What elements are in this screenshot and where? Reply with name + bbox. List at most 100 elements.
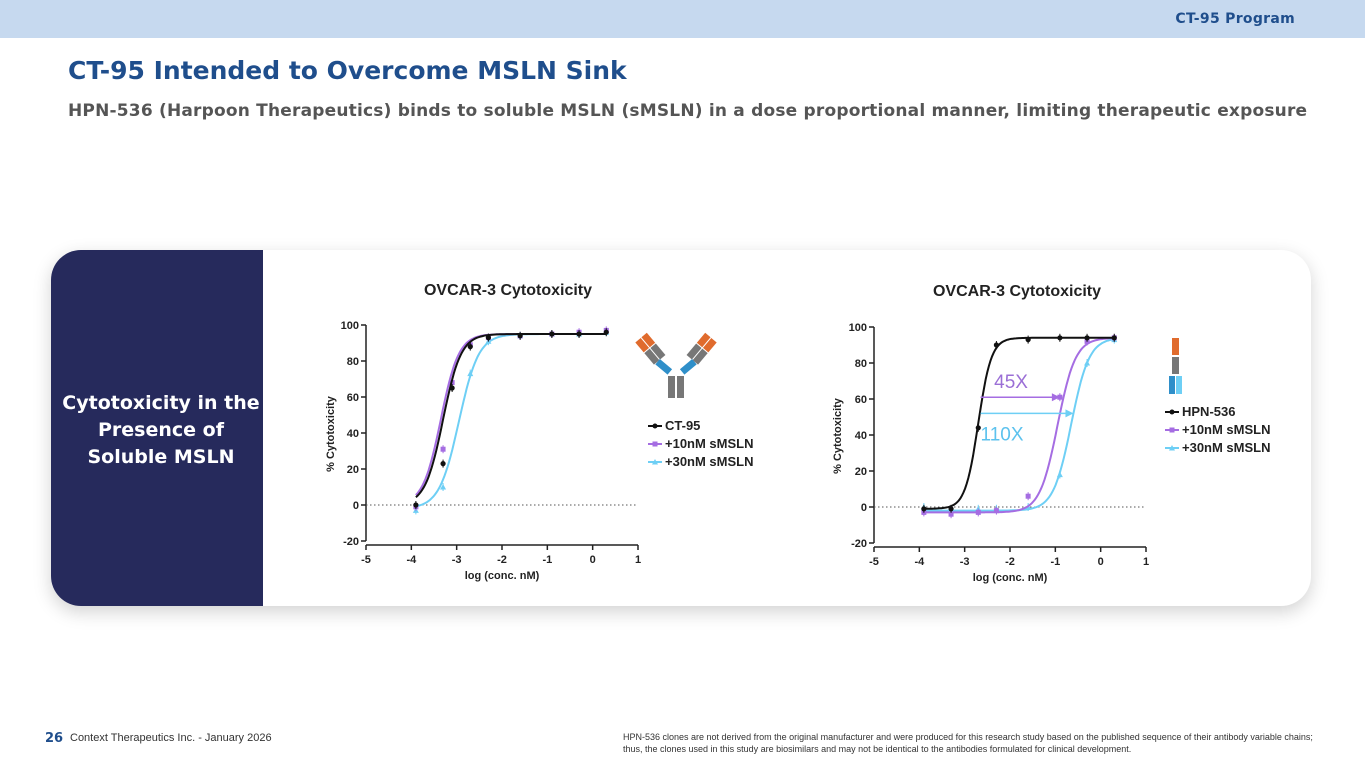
side-panel-text: Cytotoxicity in the Presence of Soluble … bbox=[61, 390, 261, 471]
chart-title: OVCAR-3 Cytotoxicity bbox=[424, 282, 592, 299]
data-point bbox=[1057, 394, 1063, 400]
fit-curve-10nm bbox=[923, 337, 1115, 514]
x-axis-label: log (conc. nM) bbox=[973, 572, 1048, 584]
data-point bbox=[576, 331, 582, 337]
x-tick-label: -5 bbox=[361, 554, 371, 566]
chart-legend: HPN-536 +10nM sMSLN +30nM sMSLN bbox=[1165, 404, 1271, 455]
data-point bbox=[1025, 493, 1031, 499]
legend-label: +30nM sMSLN bbox=[1182, 440, 1271, 455]
legend-marker bbox=[1169, 409, 1175, 415]
fit-curve-30nm bbox=[415, 333, 607, 508]
fit-curve-control bbox=[923, 336, 1115, 510]
fold-shift-label: 45X bbox=[994, 372, 1028, 393]
y-tick-label: 20 bbox=[855, 466, 867, 478]
y-tick-label: 0 bbox=[353, 500, 359, 512]
y-tick-label: 60 bbox=[855, 394, 867, 406]
x-tick-label: 0 bbox=[590, 554, 596, 566]
chart-title: OVCAR-3 Cytotoxicity bbox=[933, 283, 1101, 300]
x-tick-label: -1 bbox=[1050, 556, 1060, 568]
x-tick-label: 1 bbox=[1143, 556, 1149, 568]
data-point bbox=[1056, 471, 1063, 478]
data-point bbox=[449, 385, 455, 391]
legend-label: HPN-536 bbox=[1182, 404, 1235, 419]
page-number: 26 bbox=[45, 731, 64, 746]
header-bar: CT-95 Program bbox=[0, 0, 1365, 38]
content-card: Cytotoxicity in the Presence of Soluble … bbox=[51, 250, 1311, 606]
x-tick-label: -4 bbox=[406, 554, 417, 566]
side-panel: Cytotoxicity in the Presence of Soluble … bbox=[51, 250, 263, 606]
data-point bbox=[1084, 360, 1091, 366]
y-tick-label: 80 bbox=[855, 358, 867, 370]
legend-marker bbox=[1169, 427, 1175, 433]
data-point bbox=[975, 425, 981, 431]
y-tick-label: 80 bbox=[347, 356, 359, 368]
data-point bbox=[948, 506, 954, 512]
y-tick-label: 100 bbox=[849, 322, 867, 334]
fold-shift-label: 110X bbox=[981, 424, 1024, 445]
y-tick-label: 40 bbox=[855, 430, 867, 442]
data-point bbox=[549, 331, 555, 337]
data-point bbox=[1057, 335, 1063, 341]
data-point bbox=[1111, 335, 1117, 341]
data-point bbox=[467, 370, 474, 377]
footnote: HPN-536 clones are not derived from the … bbox=[623, 732, 1313, 754]
legend-marker bbox=[652, 441, 658, 447]
legend-marker bbox=[1169, 445, 1175, 451]
antibody-icon bbox=[635, 332, 717, 398]
y-axis-label: % Cytotoxicity bbox=[832, 397, 844, 474]
y-tick-label: 0 bbox=[861, 502, 867, 514]
data-point bbox=[517, 333, 523, 339]
legend-label: +10nM sMSLN bbox=[1182, 422, 1271, 437]
side-line-2: Presence of bbox=[98, 419, 224, 441]
data-point bbox=[440, 484, 447, 490]
y-axis-label: % Cytotoxicity bbox=[325, 395, 337, 472]
legend-label: +10nM sMSLN bbox=[665, 436, 754, 451]
data-point bbox=[948, 511, 954, 517]
data-point bbox=[603, 329, 609, 335]
chart-legend: CT-95 +10nM sMSLN +30nM sMSLN bbox=[648, 418, 754, 469]
x-tick-label: -5 bbox=[869, 556, 879, 568]
page-title: CT-95 Intended to Overcome MSLN Sink bbox=[68, 56, 627, 85]
data-point bbox=[413, 502, 419, 508]
x-tick-label: -1 bbox=[542, 554, 552, 566]
legend-label: +30nM sMSLN bbox=[665, 454, 754, 469]
data-point bbox=[993, 508, 999, 514]
data-point bbox=[921, 506, 927, 512]
x-tick-label: -2 bbox=[1005, 556, 1015, 568]
side-line-3: Soluble MSLN bbox=[87, 446, 235, 468]
y-tick-label: 60 bbox=[347, 392, 359, 404]
legend-marker bbox=[652, 423, 658, 429]
x-tick-label: -3 bbox=[960, 556, 970, 568]
data-point bbox=[440, 461, 446, 467]
x-tick-label: -4 bbox=[914, 556, 925, 568]
x-tick-label: 1 bbox=[635, 554, 641, 566]
y-tick-label: -20 bbox=[851, 538, 867, 550]
y-tick-label: 40 bbox=[347, 428, 359, 440]
legend-marker bbox=[652, 459, 658, 465]
legend-label: CT-95 bbox=[665, 418, 700, 433]
fit-curve-control bbox=[415, 333, 607, 498]
data-point bbox=[467, 344, 473, 350]
data-point bbox=[993, 342, 999, 348]
x-tick-label: -3 bbox=[452, 554, 462, 566]
side-line-1: Cytotoxicity in the bbox=[62, 392, 260, 414]
y-tick-label: 20 bbox=[347, 464, 359, 476]
x-axis-label: log (conc. nM) bbox=[465, 570, 540, 582]
data-point bbox=[975, 509, 981, 515]
y-tick-label: -20 bbox=[343, 536, 359, 548]
x-tick-label: 0 bbox=[1098, 556, 1104, 568]
program-label: CT-95 Program bbox=[1175, 11, 1295, 27]
company-footer: Context Therapeutics Inc. - January 2026 bbox=[70, 732, 272, 744]
page-subtitle: HPN-536 (Harpoon Therapeutics) binds to … bbox=[68, 101, 1308, 121]
x-tick-label: -2 bbox=[497, 554, 507, 566]
data-point bbox=[1084, 335, 1090, 341]
arrow-head bbox=[1051, 393, 1060, 402]
data-point bbox=[485, 335, 491, 341]
arrow-head bbox=[1065, 409, 1074, 418]
trispecific-icon bbox=[1169, 338, 1182, 394]
y-tick-label: 100 bbox=[341, 320, 359, 332]
data-point bbox=[1025, 337, 1031, 343]
data-point bbox=[440, 446, 446, 452]
